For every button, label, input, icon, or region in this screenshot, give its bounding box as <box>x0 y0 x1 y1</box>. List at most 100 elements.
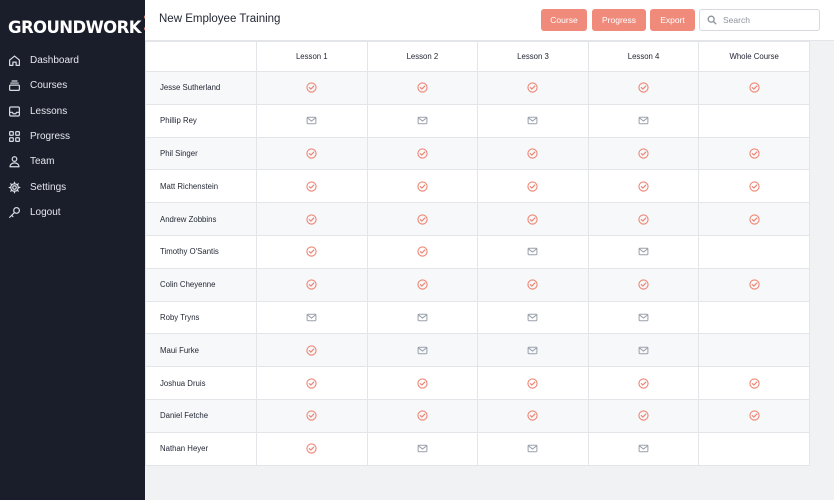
check-circle-icon[interactable] <box>638 279 649 290</box>
status-cell[interactable] <box>366 398 479 433</box>
status-cell[interactable] <box>366 300 479 335</box>
mail-icon[interactable] <box>638 312 649 323</box>
column-header[interactable]: Lesson 2 <box>366 41 479 72</box>
check-circle-icon[interactable] <box>306 279 317 290</box>
status-cell[interactable] <box>366 333 479 368</box>
check-circle-icon[interactable] <box>638 148 649 159</box>
column-header[interactable]: Lesson 1 <box>256 41 368 72</box>
mail-icon[interactable] <box>527 246 538 257</box>
check-circle-icon[interactable] <box>306 148 317 159</box>
check-circle-icon[interactable] <box>527 377 539 389</box>
check-circle-icon[interactable] <box>306 213 317 225</box>
status-cell[interactable] <box>366 169 479 204</box>
progress-button[interactable]: Progress <box>592 9 646 31</box>
sidebar-item-lessons[interactable]: Lessons <box>0 99 145 124</box>
status-cell[interactable] <box>587 71 700 105</box>
check-circle-icon[interactable] <box>638 181 649 192</box>
status-cell[interactable] <box>587 398 700 433</box>
check-circle-icon[interactable] <box>417 377 428 389</box>
check-circle-icon[interactable] <box>527 148 539 159</box>
check-circle-icon[interactable] <box>749 213 760 225</box>
status-cell[interactable] <box>698 71 810 105</box>
mail-icon[interactable] <box>527 443 538 454</box>
column-header[interactable]: Lesson 3 <box>477 41 589 72</box>
status-cell[interactable] <box>366 103 479 138</box>
status-cell[interactable] <box>587 103 700 138</box>
status-cell[interactable] <box>477 169 589 204</box>
column-header[interactable]: Lesson 4 <box>587 41 700 72</box>
course-button[interactable]: Course <box>541 9 587 31</box>
mail-icon[interactable] <box>527 312 538 323</box>
mail-icon[interactable] <box>417 115 428 126</box>
status-cell[interactable] <box>587 431 700 466</box>
status-cell[interactable] <box>477 202 589 236</box>
mail-icon[interactable] <box>417 345 428 356</box>
status-cell[interactable] <box>587 300 700 335</box>
search-input[interactable] <box>723 15 817 25</box>
mail-icon[interactable] <box>638 115 649 126</box>
status-cell[interactable] <box>587 202 700 236</box>
mail-icon[interactable] <box>638 246 649 257</box>
status-cell[interactable] <box>477 267 589 302</box>
status-cell[interactable] <box>587 366 700 400</box>
status-cell[interactable] <box>477 71 589 105</box>
check-circle-icon[interactable] <box>638 82 649 94</box>
mail-icon[interactable] <box>306 115 317 126</box>
status-cell[interactable] <box>366 267 479 302</box>
status-cell[interactable] <box>477 136 589 171</box>
mail-icon[interactable] <box>306 312 317 323</box>
mail-icon[interactable] <box>638 345 649 356</box>
check-circle-icon[interactable] <box>306 443 317 454</box>
status-cell[interactable] <box>256 267 368 302</box>
status-cell[interactable] <box>256 234 368 269</box>
mail-icon[interactable] <box>527 115 538 126</box>
status-cell[interactable] <box>587 333 700 368</box>
status-cell[interactable] <box>366 431 479 466</box>
check-circle-icon[interactable] <box>638 377 649 389</box>
status-cell[interactable] <box>366 136 479 171</box>
status-cell[interactable] <box>256 169 368 204</box>
status-cell[interactable] <box>698 366 810 400</box>
check-circle-icon[interactable] <box>306 410 317 421</box>
status-cell[interactable] <box>366 71 479 105</box>
status-cell[interactable] <box>587 234 700 269</box>
check-circle-icon[interactable] <box>417 279 428 290</box>
mail-icon[interactable] <box>527 345 538 356</box>
check-circle-icon[interactable] <box>527 82 539 94</box>
check-circle-icon[interactable] <box>527 410 539 421</box>
check-circle-icon[interactable] <box>306 82 317 94</box>
mail-icon[interactable] <box>417 443 428 454</box>
status-cell[interactable] <box>256 136 368 171</box>
status-cell[interactable] <box>698 169 810 204</box>
status-cell[interactable] <box>256 366 368 400</box>
check-circle-icon[interactable] <box>749 181 760 192</box>
check-circle-icon[interactable] <box>306 246 317 258</box>
status-cell[interactable] <box>587 169 700 204</box>
status-cell[interactable] <box>587 267 700 302</box>
status-cell[interactable] <box>477 431 589 466</box>
status-cell[interactable] <box>256 71 368 105</box>
status-cell[interactable] <box>477 103 589 138</box>
status-cell[interactable] <box>256 300 368 335</box>
export-button[interactable]: Export <box>650 9 695 31</box>
check-circle-icon[interactable] <box>417 410 428 421</box>
check-circle-icon[interactable] <box>417 213 428 225</box>
mail-icon[interactable] <box>417 312 428 323</box>
check-circle-icon[interactable] <box>417 82 428 94</box>
status-cell[interactable] <box>256 202 368 236</box>
status-cell[interactable] <box>256 431 368 466</box>
status-cell[interactable] <box>477 366 589 400</box>
column-header[interactable]: Whole Course <box>698 41 810 72</box>
sidebar-item-dashboard[interactable]: Dashboard <box>0 48 145 73</box>
status-cell[interactable] <box>698 202 810 236</box>
status-cell[interactable] <box>477 300 589 335</box>
check-circle-icon[interactable] <box>527 213 539 225</box>
check-circle-icon[interactable] <box>638 410 649 421</box>
sidebar-item-team[interactable]: Team <box>0 149 145 174</box>
check-circle-icon[interactable] <box>749 148 760 159</box>
status-cell[interactable] <box>366 202 479 236</box>
status-cell[interactable] <box>477 234 589 269</box>
status-cell[interactable] <box>698 398 810 433</box>
check-circle-icon[interactable] <box>417 181 428 192</box>
check-circle-icon[interactable] <box>527 181 539 192</box>
